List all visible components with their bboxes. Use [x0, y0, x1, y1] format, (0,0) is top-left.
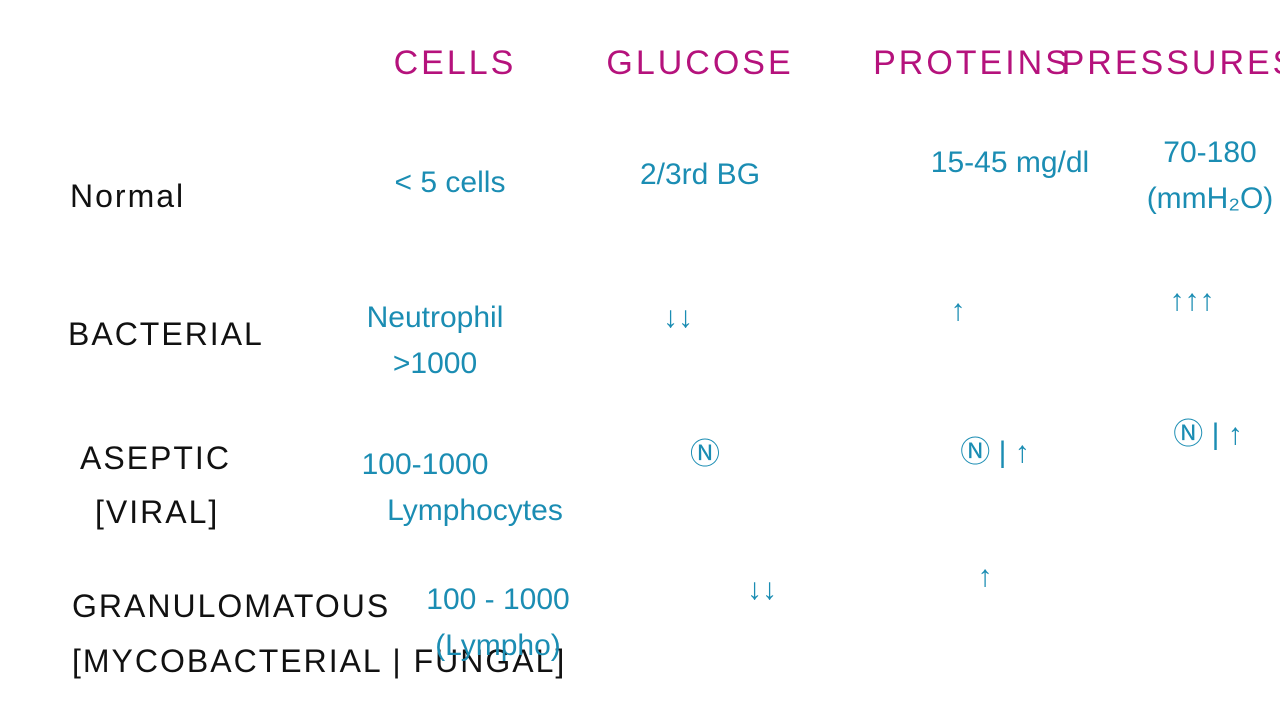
cell-text: 15-45 mg/dl [930, 146, 1090, 179]
cell-text: (Lympho) [435, 629, 561, 662]
cell-text: ↓↓ [663, 301, 693, 334]
row-label: ASEPTIC [80, 440, 231, 476]
column-header: CELLS [393, 44, 517, 82]
cell-text: Neutrophil [366, 301, 504, 334]
column-header: GLUCOSE [606, 44, 794, 82]
cell-text: Ⓝ [690, 438, 720, 471]
row-label: [VIRAL] [95, 494, 220, 530]
cell-text: Ⓝ | ↑ [960, 436, 1030, 469]
cell-text: ↑ [977, 560, 993, 593]
cell-text: Lymphocytes [387, 494, 563, 527]
row-label: Normal [70, 178, 186, 214]
cell-text: 100 - 1000 [426, 583, 570, 616]
cell-text: 100-1000 [361, 448, 489, 481]
cell-text: 2/3rd BG [639, 158, 761, 191]
row-label: BACTERIAL [68, 316, 264, 352]
cell-text: ↓↓ [747, 573, 777, 606]
column-header: PRESSURES [1061, 44, 1280, 82]
cell-text: (mmH₂O) [1146, 182, 1274, 215]
cell-text: ↑↑↑ [1169, 284, 1215, 317]
column-header: PROTEINS [873, 44, 1071, 82]
cell-text: >1000 [392, 347, 478, 380]
row-label: GRANULOMATOUS [72, 588, 391, 624]
cell-text: ↑ [950, 294, 966, 327]
cell-text: 70-180 [1163, 136, 1257, 169]
row-label: [MYCOBACTERIAL | FUNGAL] [72, 643, 567, 679]
cell-text: < 5 cells [394, 166, 506, 199]
cell-text: Ⓝ | ↑ [1173, 418, 1243, 451]
